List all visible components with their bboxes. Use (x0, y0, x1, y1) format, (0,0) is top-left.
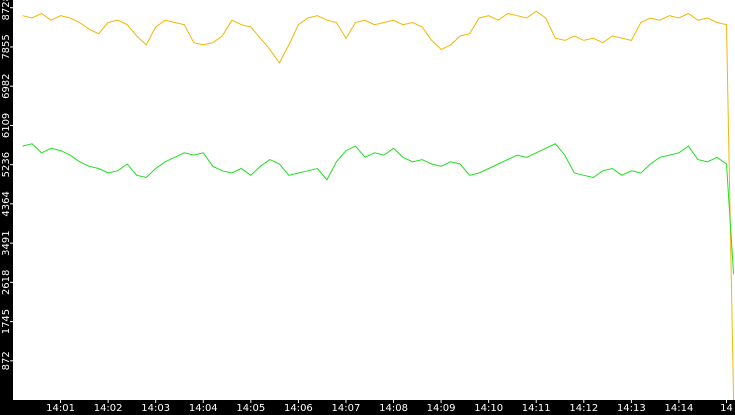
x-tick-label: 14:10 (474, 403, 503, 414)
x-tick-label: 14:03 (141, 403, 170, 414)
x-tick-label: 14:05 (236, 403, 265, 414)
x-tick-label: 14:07 (332, 403, 361, 414)
series-line (22, 10, 735, 401)
y-tick-label: 6109 (1, 113, 12, 138)
y-tick-label: 8728 (1, 0, 12, 20)
y-tick-label: 3491 (1, 230, 12, 255)
x-tick-label: 14:09 (427, 403, 456, 414)
x-tick-label: 14:08 (379, 403, 408, 414)
x-tick-label: 14:14 (665, 403, 694, 414)
y-tick-label: 872 (1, 351, 12, 370)
x-tick-label: 14 (720, 403, 733, 414)
x-tick-label: 14:06 (284, 403, 313, 414)
y-tick-label: 6982 (1, 73, 12, 98)
y-tick-label: 5236 (1, 152, 12, 177)
plot-area (13, 0, 735, 400)
y-tick-label: 1745 (1, 309, 12, 334)
y-tick-label: 4364 (1, 191, 12, 216)
y-tick-label: 2618 (1, 270, 12, 295)
x-tick-label: 14:02 (94, 403, 123, 414)
series-line (22, 143, 735, 275)
x-tick-label: 14:04 (189, 403, 218, 414)
y-tick-label: 7855 (1, 34, 12, 59)
x-tick-label: 14:01 (46, 403, 75, 414)
x-tick-label: 14:12 (569, 403, 598, 414)
x-tick-label: 14:13 (617, 403, 646, 414)
x-tick-label: 14:11 (522, 403, 551, 414)
